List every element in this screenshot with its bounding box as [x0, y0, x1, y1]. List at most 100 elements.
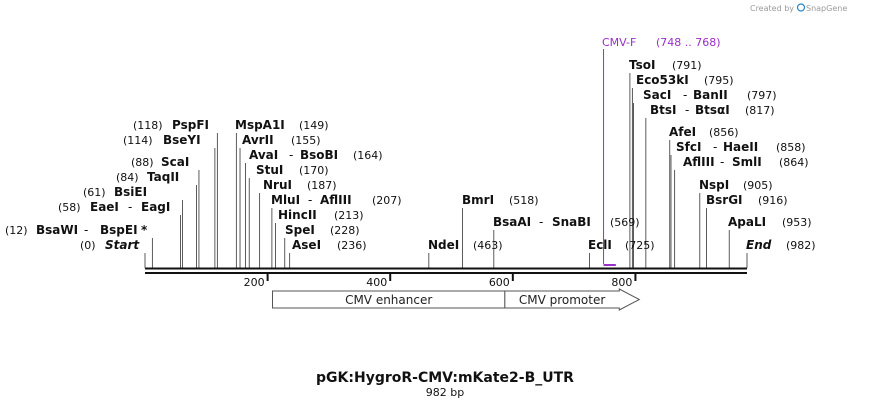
site-position: (170) — [299, 164, 329, 177]
credit-text: Created by — [750, 4, 794, 13]
site-position: (725) — [625, 239, 655, 252]
site-avrii[interactable]: AvrII (155) — [242, 133, 321, 147]
site-afei[interactable]: AfeI (856) — [669, 125, 739, 139]
site-name: MluI — [271, 193, 300, 207]
site-bsiei[interactable]: (61) BsiEI — [83, 185, 147, 199]
site-apali[interactable]: ApaLI (953) — [728, 215, 812, 229]
site-name: ApaLI — [728, 215, 766, 229]
site-name: AfeI — [669, 125, 696, 139]
site-afliii-smli[interactable]: AflIII - SmlI (864) — [683, 155, 809, 169]
site-bsrgi[interactable]: BsrGI (916) — [706, 193, 788, 207]
site-name: SpeI — [285, 223, 315, 237]
plasmid-length: 982 bp — [426, 386, 464, 399]
site-bseyi[interactable]: (114) BseYI — [123, 133, 201, 147]
site-position: (155) — [291, 134, 321, 147]
site-name: EaeI — [90, 200, 119, 214]
site-position: (118) — [133, 119, 163, 132]
site-position: (463) — [473, 239, 503, 252]
site-bmri[interactable]: BmrI (518) — [462, 193, 539, 207]
site-separator: - — [84, 223, 88, 237]
site-nrui[interactable]: NruI (187) — [263, 178, 337, 192]
site-stui[interactable]: StuI (170) — [256, 163, 329, 177]
plasmid-name: pGK:HygroR-CMV:mKate2-B_UTR — [316, 370, 574, 386]
site-avai-bsobi[interactable]: AvaI - BsoBI (164) — [249, 148, 383, 162]
site-saci-banii[interactable]: SacI - BanII (797) — [643, 88, 777, 102]
site-end[interactable]: End (982) — [746, 238, 816, 252]
site-nspi[interactable]: NspI (905) — [699, 178, 773, 192]
site-position: (982) — [786, 239, 816, 252]
axis-tick-label: 800 — [611, 276, 632, 289]
site-separator: - — [308, 193, 312, 207]
site-name: BsaAI — [493, 215, 531, 229]
feature-cmv-enhancer[interactable]: CMV enhancer — [272, 290, 506, 309]
cut-site-labels: (0) Start (12) BsaWI - BspEI * (58) EaeI… — [5, 58, 816, 252]
axis-tick-400: 400 — [366, 273, 392, 289]
site-mlui-afliii[interactable]: MluI - AflIII (207) — [271, 193, 402, 207]
site-eaei-eagi[interactable]: (58) EaeI - EagI — [58, 200, 170, 214]
site-position: (164) — [353, 149, 383, 162]
site-name: NdeI — [428, 238, 459, 252]
site-position: (864) — [779, 156, 809, 169]
feature-cmv-promoter[interactable]: CMV promoter — [504, 288, 641, 311]
site-position: (187) — [307, 179, 337, 192]
site-bsawi-bspei[interactable]: (12) BsaWI - BspEI * — [5, 223, 148, 237]
site-name: Eco53kI — [636, 73, 689, 87]
site-name: NspI — [699, 178, 729, 192]
site-taqii[interactable]: (84) TaqII — [116, 170, 179, 184]
site-name-2: HaeII — [723, 140, 758, 154]
primer-name: CMV-F — [602, 36, 636, 49]
site-eco53ki[interactable]: Eco53kI (795) — [636, 73, 734, 87]
site-separator: - — [720, 155, 724, 169]
site-bsaai-snabi[interactable]: BsaAI - SnaBI (569) — [493, 215, 640, 229]
site-name: AseI — [292, 238, 321, 252]
site-name-2: SnaBI — [552, 215, 591, 229]
site-btsi-btsai[interactable]: BtsI - BtsαI (817) — [650, 103, 775, 117]
feature-label: CMV promoter — [519, 293, 606, 307]
axis-tick-800: 800 — [611, 273, 637, 289]
site-start[interactable]: (0) Start — [80, 238, 140, 252]
site-scai[interactable]: (88) ScaI — [131, 155, 189, 169]
site-hincii[interactable]: HincII (213) — [278, 208, 364, 222]
site-name: MspA1I — [235, 118, 285, 132]
site-position: (114) — [123, 134, 153, 147]
site-spei[interactable]: SpeI (228) — [285, 223, 360, 237]
site-name: BseYI — [163, 133, 201, 147]
axis-tick-label: 200 — [244, 276, 265, 289]
axis-tick-600: 600 — [489, 273, 514, 289]
site-name: AflIII — [683, 155, 715, 169]
site-position: (12) — [5, 224, 28, 237]
backbone — [145, 267, 747, 274]
site-position: (61) — [83, 186, 106, 199]
site-asei[interactable]: AseI (236) — [292, 238, 367, 252]
site-name: PspFI — [172, 118, 209, 132]
site-name: BsiEI — [114, 185, 147, 199]
site-name: EclI — [588, 238, 612, 252]
site-name: SfcI — [676, 140, 701, 154]
site-mspa1i[interactable]: MspA1I (149) — [235, 118, 329, 132]
site-name-2: EagI — [141, 200, 170, 214]
site-name: BtsI — [650, 103, 677, 117]
site-name: End — [746, 238, 772, 252]
site-separator: - — [128, 200, 132, 214]
site-name: BsrGI — [706, 193, 743, 207]
site-position: (856) — [709, 126, 739, 139]
site-position: (905) — [743, 179, 773, 192]
site-name: SacI — [643, 88, 671, 102]
site-position: (916) — [758, 194, 788, 207]
site-pspfi[interactable]: (118) PspFI — [133, 118, 209, 132]
site-name: TsoI — [629, 58, 655, 72]
primer-cmv-f[interactable]: CMV-F (748 .. 768) — [602, 36, 721, 266]
site-ecli[interactable]: EclI (725) — [588, 238, 655, 252]
site-name: ScaI — [161, 155, 189, 169]
site-ndei[interactable]: NdeI (463) — [428, 238, 503, 252]
site-name-2: AflIII — [320, 193, 352, 207]
site-name: AvaI — [249, 148, 278, 162]
site-name-2: SmlI — [732, 155, 762, 169]
site-position: (817) — [745, 104, 775, 117]
site-sfci-haeii[interactable]: SfcI - HaeII (858) — [676, 140, 806, 154]
site-name-2: BspEI — [100, 223, 138, 237]
site-position: (0) — [80, 239, 96, 252]
site-name: Start — [105, 238, 140, 252]
site-tsoi[interactable]: TsoI (791) — [629, 58, 702, 72]
site-separator: - — [685, 103, 689, 117]
